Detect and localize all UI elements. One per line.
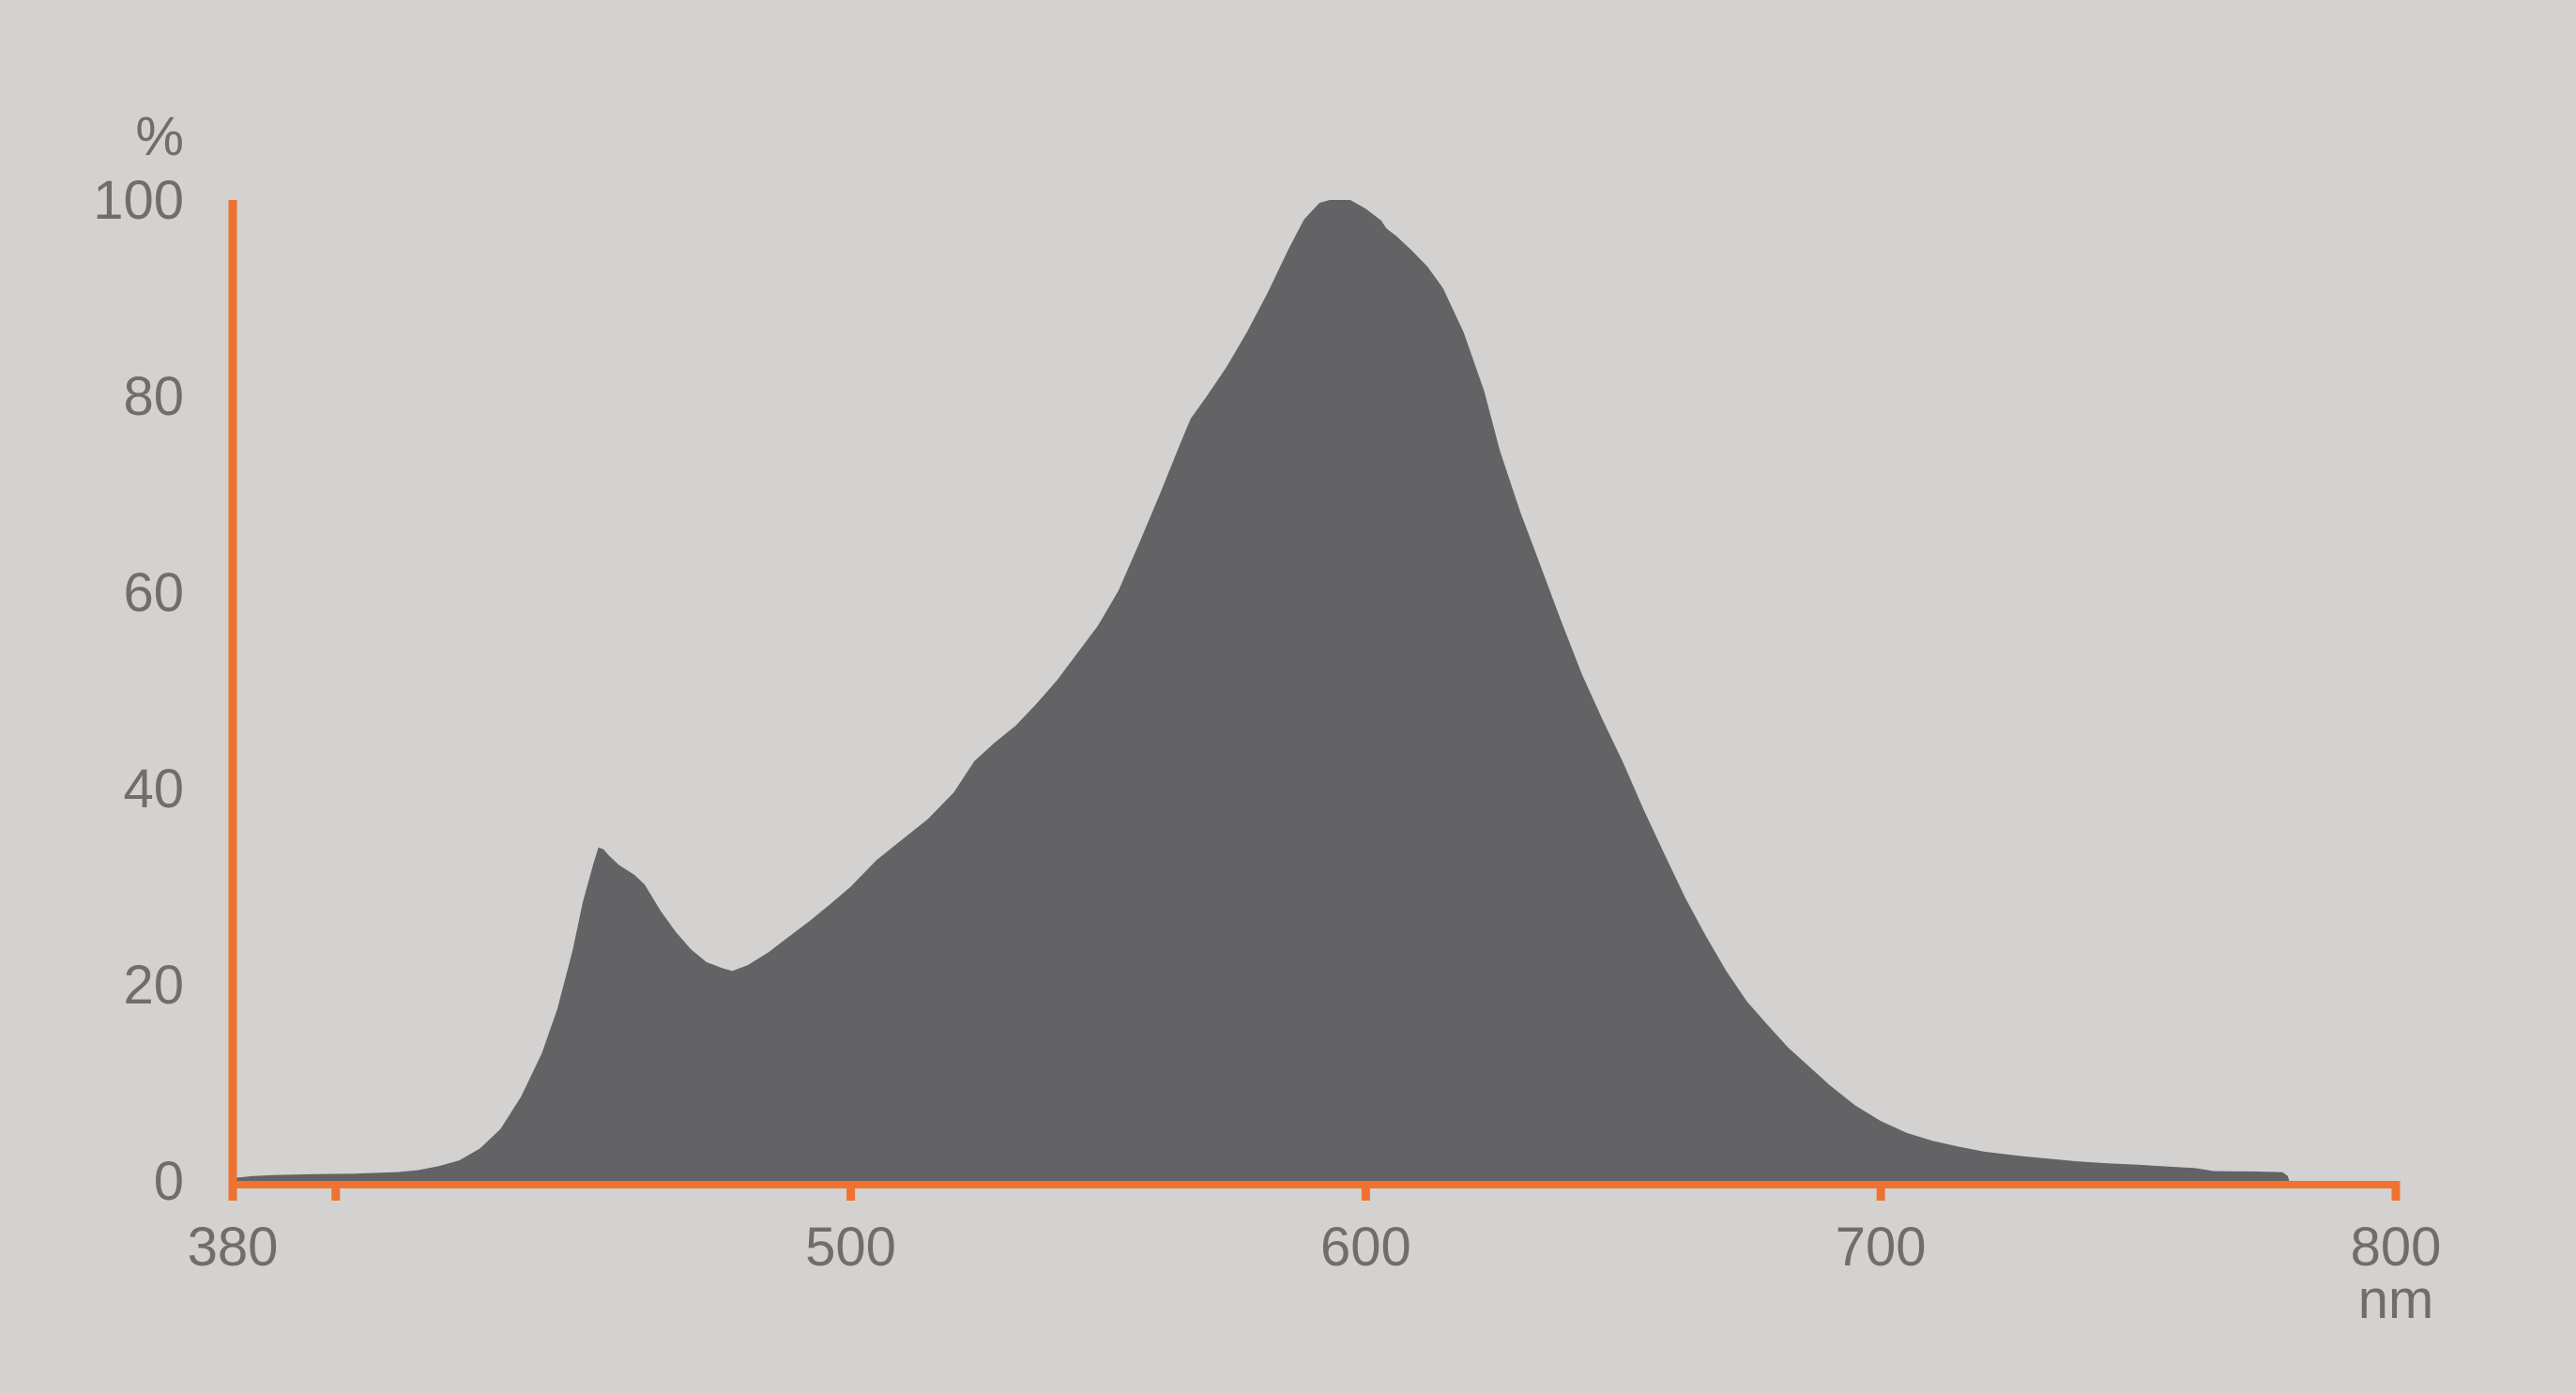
- x-tick-label-0: 380: [188, 1217, 279, 1278]
- x-tick-label-3: 600: [1320, 1217, 1411, 1278]
- x-tick-label-2: 500: [805, 1217, 896, 1278]
- y-axis-unit-label: %: [135, 106, 184, 167]
- x-tick-mark-500: [846, 1181, 856, 1201]
- x-tick-label-4: 700: [1836, 1217, 1927, 1278]
- x-axis-unit-label: nm: [2358, 1269, 2434, 1330]
- y-tick-label-5: 100: [93, 170, 184, 231]
- spectral-distribution-curve: [233, 200, 2290, 1186]
- y-tick-label-3: 60: [123, 562, 184, 623]
- y-tick-label-4: 80: [123, 366, 184, 427]
- y-tick-label-0: 0: [154, 1151, 184, 1212]
- y-tick-label-1: 20: [123, 955, 184, 1016]
- x-tick-mark-600: [1361, 1181, 1370, 1201]
- x-tick-mark-700: [1876, 1181, 1885, 1201]
- x-tick-label-5: 800: [2351, 1217, 2442, 1278]
- axis-labels: % 0 20 40 60 80 100 380 500 600 700 800 …: [93, 106, 2441, 1330]
- y-tick-label-2: 40: [123, 758, 184, 820]
- x-tick-mark-400: [331, 1181, 341, 1201]
- plot-area: [228, 200, 2401, 1201]
- x-axis-line: [228, 1181, 2401, 1188]
- y-axis-line: [228, 200, 237, 1201]
- x-tick-mark-800: [2391, 1181, 2401, 1201]
